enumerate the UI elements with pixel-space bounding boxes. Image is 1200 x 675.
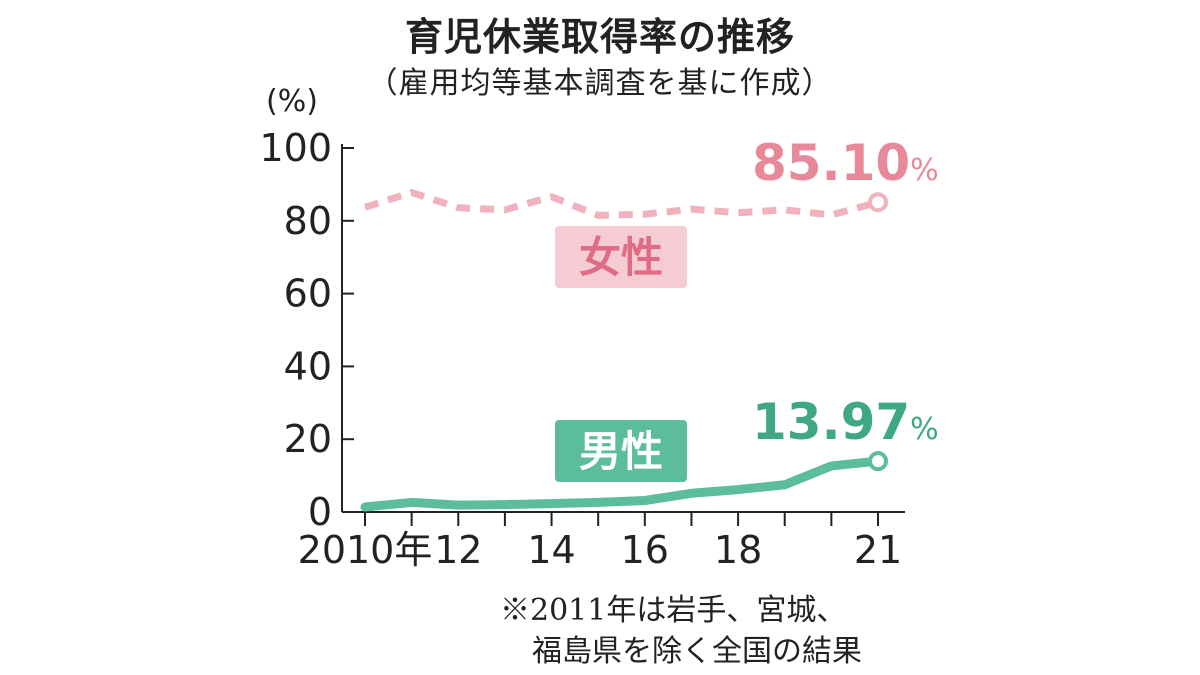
series-endpoint-marker [868,451,888,472]
y-tick-label: 0 [308,490,332,534]
series-end-value-label: 85.10% [752,134,939,192]
footnote-line-1: ※2011年は岩手、宮城、 [500,593,847,628]
y-tick-label: 20 [284,417,332,461]
series-name-badge [555,226,687,288]
x-tick-label: 12 [434,528,482,572]
series-name-label: 男性 [579,427,663,476]
series-end-value-label: 13.97% [752,393,939,451]
y-tick-label: 60 [284,272,332,316]
footnote-line-2: 福島県を除く全国の結果 [532,634,862,669]
x-tick-label: 21 [854,528,902,572]
y-axis-unit-label: (%) [266,84,318,119]
x-tick-label: 14 [527,528,575,572]
y-tick-label: 100 [259,126,332,170]
series-name-badge [555,420,687,482]
series-name-label: 女性 [579,233,663,282]
x-tick-label: 2010年 [298,528,433,572]
series-line-male [360,456,883,512]
y-tick-label: 80 [284,199,332,243]
y-tick-label: 40 [284,344,332,388]
series-endpoint-marker [868,192,888,213]
chart-subtitle: （雇用均等基本調査を基に作成） [367,66,833,101]
x-tick-label: 18 [714,528,762,572]
chart-title: 育児休業取得率の推移 [404,15,795,59]
x-tick-label: 16 [621,528,669,572]
series-line-female [363,188,879,219]
